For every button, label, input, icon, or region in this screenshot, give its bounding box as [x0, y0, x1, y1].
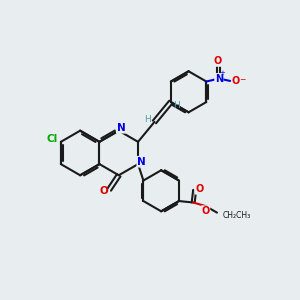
Text: +: +	[220, 70, 225, 76]
Text: O: O	[195, 184, 204, 194]
Text: CH₂CH₃: CH₂CH₃	[222, 211, 250, 220]
Text: N: N	[137, 157, 146, 167]
Text: O: O	[232, 76, 240, 86]
Text: O: O	[100, 186, 108, 196]
Text: H: H	[173, 100, 180, 109]
Text: −: −	[239, 75, 246, 84]
Text: O: O	[202, 206, 210, 216]
Text: H: H	[144, 115, 150, 124]
Text: N: N	[117, 123, 125, 133]
Text: N: N	[215, 74, 223, 84]
Text: Cl: Cl	[47, 134, 58, 144]
Text: O: O	[213, 56, 221, 66]
